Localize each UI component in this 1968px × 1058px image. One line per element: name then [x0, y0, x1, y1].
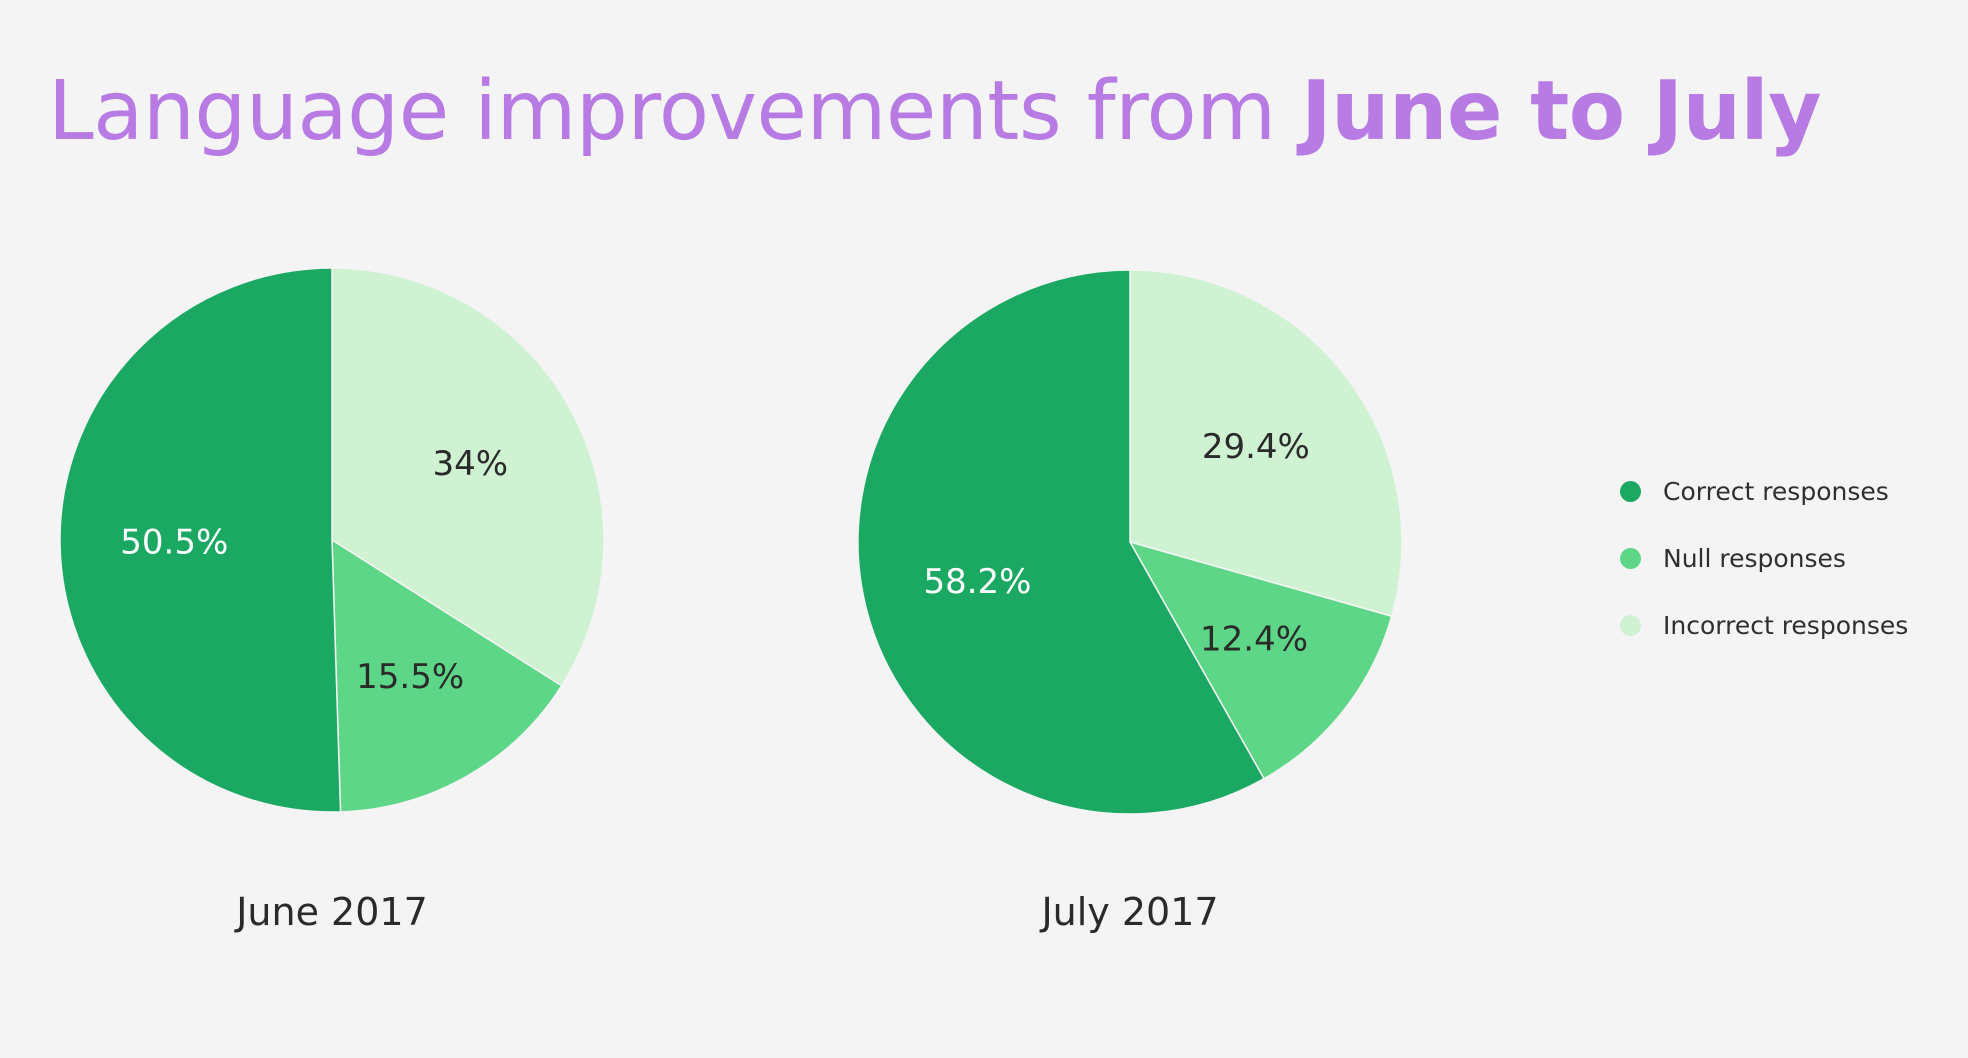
pie-slice-july-incorrect: [1129, 269, 1403, 618]
legend-item-null: Null responses: [1620, 525, 1908, 592]
slice-label-july-null: 12.4%: [1200, 619, 1308, 659]
legend-swatch-correct: [1620, 481, 1641, 502]
slice-label-june-incorrect: 34%: [432, 444, 508, 484]
pie-caption-july: July 2017: [1039, 890, 1218, 934]
legend-item-incorrect: Incorrect responses: [1620, 592, 1908, 659]
legend-label-correct: Correct responses: [1663, 477, 1889, 506]
pie-slice-july-correct: [857, 269, 1266, 815]
pie-chart-july: 29.4% 12.4% 58.2% July 2017: [857, 269, 1403, 934]
slice-label-july-correct: 58.2%: [923, 562, 1031, 602]
slice-label-july-incorrect: 29.4%: [1202, 427, 1310, 467]
legend-label-incorrect: Incorrect responses: [1663, 611, 1909, 640]
page-title: Language improvements from June to July: [48, 64, 1822, 159]
page-title-bold: June to July: [1301, 64, 1822, 159]
slice-label-june-correct: 50.5%: [120, 522, 228, 562]
legend-swatch-incorrect: [1620, 615, 1641, 636]
pie-caption-june: June 2017: [234, 890, 428, 934]
pie-slice-july-null: [1128, 540, 1393, 780]
pie-chart-june: 34% 15.5% 50.5% June 2017: [59, 267, 605, 934]
page-title-regular: Language improvements from: [48, 64, 1276, 159]
pie-slice-june-correct: [59, 267, 342, 813]
slice-label-june-null: 15.5%: [356, 657, 464, 697]
pie-slice-june-null: [331, 538, 563, 813]
legend-item-correct: Correct responses: [1620, 458, 1908, 525]
legend-swatch-null: [1620, 548, 1641, 569]
legend-label-null: Null responses: [1663, 544, 1846, 573]
pie-slice-june-incorrect: [331, 267, 605, 687]
legend: Correct responses Null responses Incorre…: [1620, 458, 1908, 659]
